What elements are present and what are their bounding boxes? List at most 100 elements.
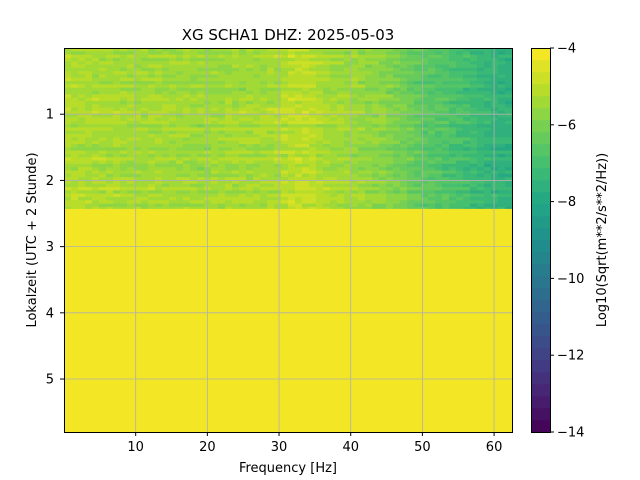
- spectrogram-cell: [316, 100, 324, 105]
- spectrogram-cell: [113, 77, 121, 82]
- spectrogram-cell: [421, 77, 429, 82]
- spectrogram-cell: [197, 173, 205, 178]
- spectrogram-cell: [127, 117, 135, 122]
- spectrogram-cell: [337, 120, 345, 125]
- spectrogram-cell: [484, 150, 492, 155]
- spectrogram-cell: [393, 54, 401, 59]
- spectrogram-cell: [232, 110, 240, 115]
- spectrogram-cell: [71, 94, 79, 99]
- spectrogram-cell: [407, 144, 415, 148]
- colorbar-swatch: [531, 72, 550, 85]
- spectrogram-cell: [190, 160, 198, 165]
- spectrogram-cell: [421, 173, 429, 178]
- spectrogram-cell: [253, 167, 261, 171]
- spectrogram-cell: [218, 137, 226, 142]
- spectrogram-cell: [71, 183, 79, 188]
- spectrogram-cell: [365, 196, 373, 201]
- spectrogram-cell: [491, 167, 499, 171]
- spectrogram-cell: [176, 190, 184, 195]
- spectrogram-cell: [330, 107, 338, 112]
- spectrogram-cell: [351, 153, 359, 158]
- spectrogram-cell: [344, 94, 352, 99]
- spectrogram-cell: [414, 144, 422, 148]
- spectrogram-cell: [141, 77, 149, 82]
- spectrogram-cell: [127, 84, 135, 89]
- spectrogram-cell: [386, 54, 394, 59]
- spectrogram-cell: [190, 203, 198, 208]
- spectrogram-cell: [498, 173, 506, 178]
- spectrogram-cell: [71, 180, 79, 185]
- spectrogram-cell: [316, 67, 324, 72]
- spectrogram-cell: [148, 177, 156, 181]
- spectrogram-cell: [337, 81, 345, 85]
- spectrogram-cell: [260, 54, 268, 59]
- spectrogram-cell: [330, 97, 338, 102]
- spectrogram-cell: [274, 97, 282, 102]
- spectrogram-cell: [421, 170, 429, 175]
- spectrogram-cell: [435, 173, 443, 178]
- spectrogram-cell: [288, 110, 296, 115]
- spectrogram-cell: [421, 117, 429, 122]
- spectrogram-cell: [169, 97, 177, 102]
- spectrogram-cell: [372, 81, 380, 85]
- spectrogram-cell: [316, 144, 324, 148]
- spectrogram-cell: [239, 48, 247, 52]
- spectrogram-cell: [113, 167, 121, 171]
- spectrogram-cell: [323, 91, 331, 95]
- spectrogram-cell: [386, 153, 394, 158]
- spectrogram-cell: [330, 150, 338, 155]
- spectrogram-cell: [449, 54, 457, 59]
- spectrogram-cell: [442, 206, 450, 211]
- spectrogram-cell: [169, 124, 177, 128]
- spectrogram-cell: [365, 187, 373, 191]
- spectrogram-cell: [407, 124, 415, 128]
- spectrogram-cell: [218, 183, 226, 188]
- spectrogram-cell: [414, 74, 422, 79]
- spectrogram-cell: [183, 137, 191, 142]
- spectrogram-cell: [78, 74, 86, 79]
- spectrogram-cell: [428, 157, 436, 161]
- spectrogram-cell: [414, 203, 422, 208]
- spectrogram-cell: [64, 203, 72, 208]
- spectrogram-cell: [253, 87, 261, 92]
- spectrogram-cell: [183, 74, 191, 79]
- spectrogram-cell: [295, 77, 303, 82]
- spectrogram-cell: [253, 57, 261, 62]
- spectrogram-cell: [456, 130, 464, 135]
- spectrogram-cell: [463, 157, 471, 161]
- spectrogram-cell: [232, 64, 240, 69]
- spectrogram-cell: [232, 200, 240, 204]
- spectrogram-cell: [393, 180, 401, 185]
- spectrogram-cell: [225, 107, 233, 112]
- spectrogram-cell: [120, 94, 128, 99]
- spectrogram-cell: [365, 110, 373, 115]
- spectrogram-cell: [344, 81, 352, 85]
- spectrogram-cell: [92, 57, 100, 62]
- spectrogram-cell: [379, 157, 387, 161]
- spectrogram-cell: [183, 54, 191, 59]
- spectrogram-cell: [302, 187, 310, 191]
- spectrogram-cell: [169, 153, 177, 158]
- spectrogram-cell: [309, 173, 317, 178]
- spectrogram-cell: [99, 193, 107, 198]
- spectrogram-cell: [379, 127, 387, 132]
- spectrogram-cell: [393, 64, 401, 69]
- spectrogram-cell: [246, 71, 254, 75]
- spectrogram-cell: [281, 196, 289, 201]
- spectrogram-cell: [414, 157, 422, 161]
- spectrogram-cell: [225, 114, 233, 118]
- spectrogram-cell: [295, 177, 303, 181]
- spectrogram-cell: [92, 120, 100, 125]
- spectrogram-cell: [281, 140, 289, 145]
- spectrogram-cell: [78, 177, 86, 181]
- spectrogram-cell: [134, 67, 142, 72]
- spectrogram-cell: [344, 87, 352, 92]
- spectrogram-cell: [176, 104, 184, 108]
- spectrogram-cell: [197, 57, 205, 62]
- spectrogram-cell: [232, 74, 240, 79]
- spectrogram-cell: [176, 100, 184, 105]
- spectrogram-cell: [351, 134, 359, 138]
- spectrogram-cell: [449, 77, 457, 82]
- spectrogram-cell: [470, 127, 478, 132]
- spectrogram-cell: [267, 190, 275, 195]
